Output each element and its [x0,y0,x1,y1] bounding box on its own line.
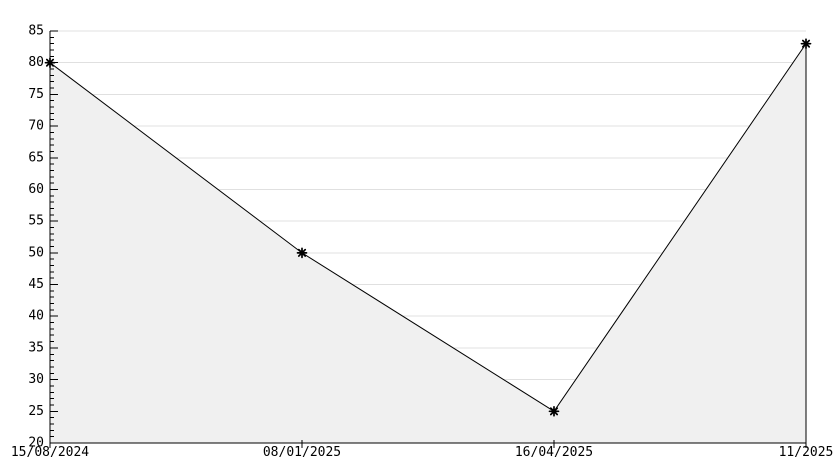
marker-center [47,60,53,66]
marker-center [299,250,305,256]
y-tick-label: 80 [28,55,44,70]
x-tick-label: 15/08/2024 [11,445,89,460]
marker-center [551,408,557,414]
data-point-marker [44,57,56,69]
y-tick-label: 20 [28,436,44,451]
y-tick-label: 55 [28,214,44,229]
y-tick-label: 70 [28,119,44,134]
data-point-markers [44,38,812,417]
area-series [49,42,807,444]
y-tick-label: 75 [28,87,44,102]
x-tick-label: 11/2025 [779,445,834,460]
axes [49,31,806,444]
y-tick-label: 45 [28,277,44,292]
y-tick-label: 40 [28,309,44,324]
y-tick-label: 85 [28,24,44,39]
series-area [49,42,807,444]
axis-labels: 20 25 30 35 40 45 50 55 60 65 70 75 80 85 15/08/2024 08… [11,24,834,461]
y-tick-label: 60 [28,182,44,197]
marker-center [803,41,809,47]
y-tick-label: 50 [28,245,44,260]
data-point-marker [296,247,308,259]
y-tick-label: 65 [28,150,44,165]
y-tick-label: 25 [28,404,44,419]
axis-ticks [49,30,807,448]
y-tick-label: 30 [28,372,44,387]
data-point-marker [548,405,560,417]
y-tick-label: 35 [28,340,44,355]
x-tick-label: 16/04/2025 [515,445,593,460]
x-tick-label: 08/01/2025 [263,445,341,460]
data-point-marker [800,38,812,50]
